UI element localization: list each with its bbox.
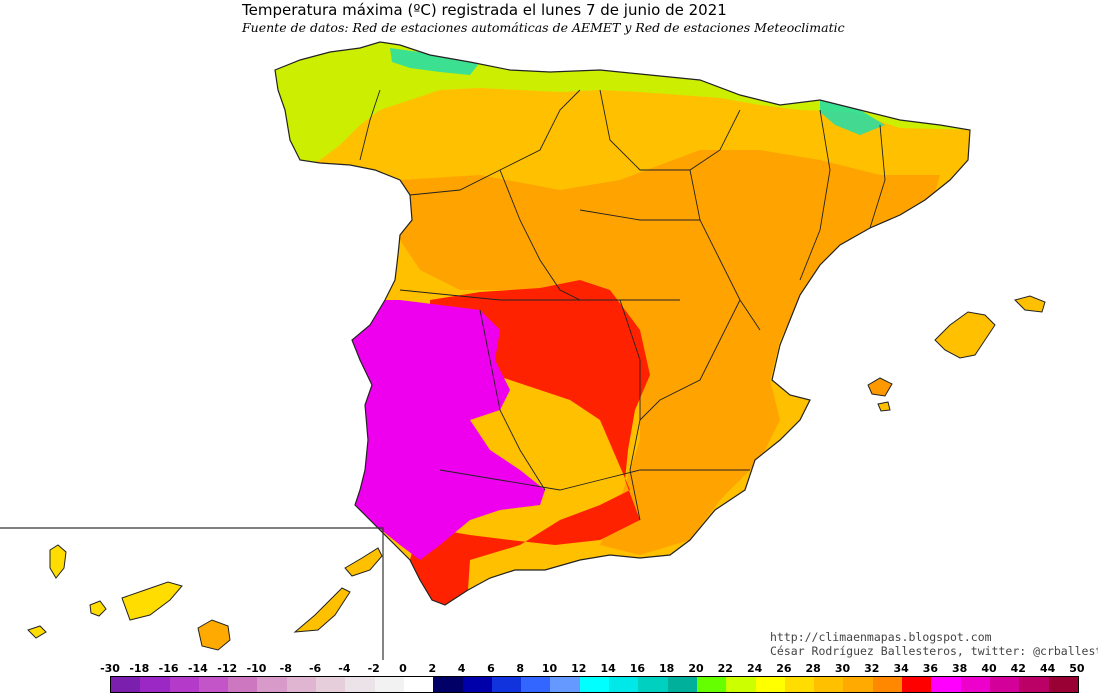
ibiza <box>867 377 893 397</box>
la-palma <box>49 544 67 579</box>
legend-swatch <box>843 677 873 692</box>
legend-swatch <box>198 677 229 692</box>
temperature-map <box>0 41 1046 660</box>
la-gomera <box>89 600 107 617</box>
legend-label: -30 <box>100 662 120 675</box>
legend-label: -16 <box>158 662 179 675</box>
blog-url: http://climaenmapas.blogspot.com <box>770 630 992 644</box>
legend-swatch <box>140 677 170 692</box>
gran-canaria <box>197 619 231 651</box>
legend-swatch <box>433 677 463 692</box>
region-borders <box>359 89 886 521</box>
legend-label: 10 <box>541 662 558 675</box>
legend-label: 26 <box>776 662 792 675</box>
legend-label: 22 <box>717 662 733 675</box>
legend-swatch <box>169 677 199 692</box>
legend-label: -8 <box>279 662 292 675</box>
legend-swatch <box>696 677 727 692</box>
legend-swatch <box>902 677 932 692</box>
legend-swatch <box>814 677 844 692</box>
legend-swatch <box>374 677 404 692</box>
legend-swatch <box>638 677 668 692</box>
temperature-legend <box>110 676 1079 693</box>
author-credit: César Rodríguez Ballesteros, twitter: @c… <box>770 644 1098 658</box>
legend-label: 14 <box>600 662 616 675</box>
balearic-islands <box>867 295 1046 412</box>
legend-labels: -30 -18 -16 -14 -12 -10 -8 -6 -4 -2 0 2 4 6 8 10 12 14 16 1… <box>0 662 1098 676</box>
el-hierro <box>27 625 47 639</box>
legend-swatch <box>1019 677 1049 692</box>
legend-swatch <box>550 677 580 692</box>
legend-label: -2 <box>367 662 380 675</box>
legend-label: -6 <box>308 662 322 675</box>
fuerteventura <box>293 587 351 633</box>
legend-swatch <box>228 677 258 692</box>
legend-label: 36 <box>922 662 939 675</box>
legend-swatch <box>755 677 785 692</box>
legend-label: 24 <box>746 662 763 675</box>
map-subtitle: Fuente de datos: Red de estaciones autom… <box>242 20 845 35</box>
warm-zone <box>400 150 940 555</box>
legend-label: 30 <box>834 662 851 675</box>
legend-label: 40 <box>981 662 997 675</box>
legend-swatch <box>286 677 317 692</box>
legend-label: 0 <box>399 662 407 675</box>
legend-swatch <box>667 677 697 692</box>
legend-swatch <box>1048 677 1078 692</box>
legend-label: 6 <box>487 662 495 675</box>
legend-label: 16 <box>629 662 646 675</box>
legend-swatch <box>989 677 1020 692</box>
canary-islands-inset <box>0 527 384 660</box>
legend-swatch <box>609 677 639 692</box>
legend-label: 8 <box>516 662 525 675</box>
mallorca <box>934 311 996 359</box>
legend-swatch <box>784 677 815 692</box>
inset-frame <box>0 527 384 660</box>
credits: http://climaenmapas.blogspot.com César R… <box>770 630 1098 658</box>
legend-swatch <box>491 677 522 692</box>
legend-swatch <box>111 677 141 692</box>
legend-label: 12 <box>571 662 587 675</box>
legend-label: -18 <box>129 662 150 675</box>
legend-swatch <box>316 677 346 692</box>
legend-label: -12 <box>217 662 238 675</box>
legend-label: 34 <box>893 662 909 675</box>
legend-swatch <box>872 677 903 692</box>
legend-swatch <box>257 677 287 692</box>
map-title: Temperatura máxima (ºC) registrada el lu… <box>242 1 727 19</box>
tenerife <box>121 581 183 621</box>
legend-swatch <box>579 677 610 692</box>
legend-label: 50 <box>1069 662 1085 675</box>
legend-label: 42 <box>1010 662 1026 675</box>
peninsula-outline <box>274 41 971 606</box>
legend-label: 38 <box>952 662 968 675</box>
legend-label: 20 <box>688 662 704 675</box>
legend-label: 4 <box>457 662 466 675</box>
legend-swatch <box>931 677 961 692</box>
legend-label: 44 <box>1039 662 1056 675</box>
legend-label: -14 <box>187 662 208 675</box>
legend-swatch <box>726 677 756 692</box>
legend-label: 28 <box>805 662 821 675</box>
lanzarote <box>344 547 383 577</box>
legend-label: -4 <box>338 662 351 675</box>
legend-swatch <box>345 677 375 692</box>
legend-label: 18 <box>659 662 675 675</box>
legend-swatch <box>403 677 434 692</box>
very-hot-zone <box>352 300 545 560</box>
legend-swatch <box>960 677 990 692</box>
iberian-peninsula <box>274 41 971 606</box>
legend-label: 2 <box>428 662 437 675</box>
legend-swatch <box>521 677 551 692</box>
formentera <box>877 401 891 412</box>
legend-swatch <box>462 677 492 692</box>
legend-label: 32 <box>864 662 880 675</box>
menorca <box>1014 295 1046 313</box>
legend-label: -10 <box>246 662 267 675</box>
